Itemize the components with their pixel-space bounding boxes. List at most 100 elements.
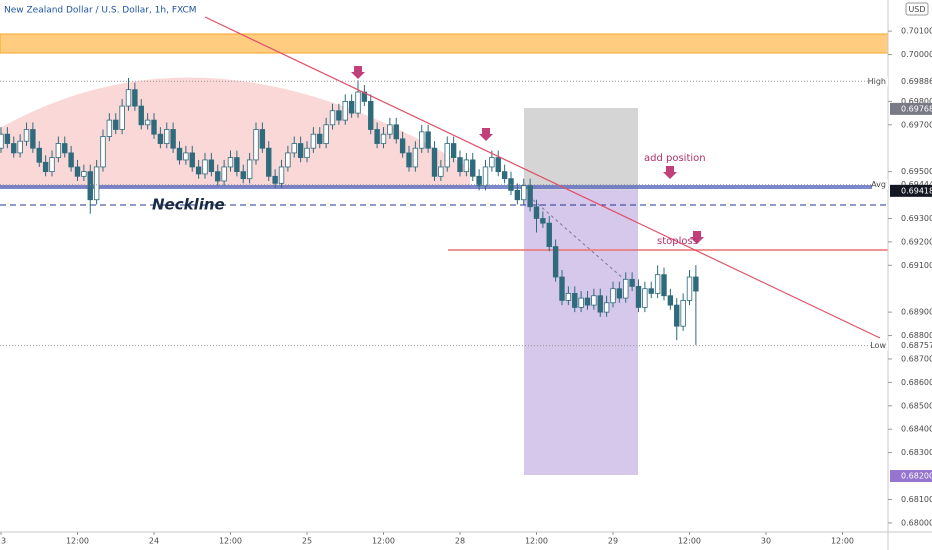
currency-label[interactable]: USD (908, 5, 925, 14)
candle-body (680, 300, 686, 327)
y-tick-label: 0.68100 (901, 495, 932, 504)
price-tag-value: 0.69886 (901, 77, 932, 86)
candle-body (527, 185, 533, 208)
x-tick-label: 12:00 (831, 537, 854, 546)
candle-body (151, 119, 157, 135)
x-tick-label: 12:00 (525, 537, 548, 546)
candle-body (138, 105, 144, 126)
x-tick-label: 12:00 (66, 537, 89, 546)
y-tick-label: 0.69700 (901, 120, 932, 129)
position-tag-label: 0.69418 (901, 186, 932, 195)
candle-body (476, 175, 482, 187)
candle-body (125, 89, 132, 107)
candle-body (176, 147, 183, 161)
candle-body (329, 110, 336, 126)
candle-body (49, 157, 55, 173)
y-tick-label: 0.69200 (901, 237, 932, 246)
candle-body (240, 171, 246, 180)
add-position-label: add position (644, 153, 706, 164)
x-tick-label: 30 (761, 537, 771, 546)
candle-body (227, 157, 234, 168)
price-tag-box (872, 340, 888, 351)
y-tick-label: 0.69100 (901, 261, 932, 270)
candle-body (304, 147, 310, 158)
candle-body (74, 166, 81, 177)
candle-body (246, 159, 253, 180)
candle-body (113, 119, 119, 130)
price-tag-box (872, 179, 888, 190)
candle-body (419, 131, 425, 149)
candle-body (272, 175, 278, 184)
arrow (663, 166, 677, 179)
position-tag-label: 0.69768 (901, 104, 932, 113)
candle-body (36, 147, 42, 163)
position-path (523, 191, 626, 281)
candle-body (648, 288, 654, 294)
stop-box (524, 190, 638, 475)
candle-body (572, 292, 578, 308)
arrow (479, 128, 493, 141)
candle-body (208, 159, 215, 173)
x-tick-label: 25 (302, 537, 312, 546)
chart-title: New Zealand Dollar / U.S. Dollar, 1h, FX… (4, 6, 197, 16)
candle-body (552, 246, 559, 278)
candle-body (635, 285, 642, 308)
candle-body (68, 152, 74, 168)
candle-body (81, 171, 87, 177)
candle-body (215, 171, 221, 182)
candle-body (603, 302, 610, 313)
candle-body (521, 185, 527, 201)
x-tick-label: 28 (455, 537, 465, 546)
currency-button[interactable] (905, 2, 929, 16)
candle-body (450, 143, 457, 158)
candle-body (438, 166, 444, 177)
price-tag-name: High (868, 77, 886, 86)
candle-body (55, 143, 62, 158)
candle-body (463, 159, 470, 173)
position-tag (890, 184, 932, 197)
candle-body (87, 171, 93, 201)
candle-body (93, 166, 100, 201)
candle-body (195, 166, 202, 175)
candle-body (546, 222, 552, 247)
position-tag-label: 0.68200 (901, 472, 932, 481)
candle-body (501, 171, 508, 180)
candle-body (489, 157, 495, 168)
candle-body (616, 288, 623, 299)
candle-body (533, 206, 540, 219)
arrow (690, 231, 704, 244)
candle-body (374, 129, 380, 144)
candle-body (470, 159, 476, 177)
candle-body (348, 100, 355, 114)
candle-body (221, 166, 227, 182)
candle-body (654, 274, 661, 294)
position-tag (890, 470, 932, 483)
candle-body (642, 288, 648, 308)
candle-body (412, 147, 419, 168)
y-tick-label: 0.68300 (901, 448, 932, 457)
candle-body (629, 278, 635, 287)
candle-body (591, 295, 597, 306)
candle-body (693, 276, 699, 292)
y-tick-label: 0.68600 (901, 378, 932, 387)
y-tick-label: 0.70000 (901, 50, 932, 59)
candle-body (661, 274, 667, 297)
neckline-label: Neckline (152, 196, 225, 214)
price-tag-box (872, 76, 888, 87)
trendline (204, 16, 881, 339)
candle-body (317, 133, 323, 144)
candle-body (189, 152, 195, 168)
candle-body (674, 304, 680, 327)
candle-body (144, 119, 151, 126)
price-tag-name: Low (870, 341, 886, 350)
candle-body (387, 124, 393, 135)
candle-body (355, 91, 361, 114)
x-tick-label: 24 (149, 537, 159, 546)
candle-body (336, 110, 342, 121)
candle-body (323, 124, 329, 144)
x-tick-label: 29 (608, 537, 618, 546)
candle-body (559, 276, 565, 301)
candle-body (584, 297, 591, 306)
